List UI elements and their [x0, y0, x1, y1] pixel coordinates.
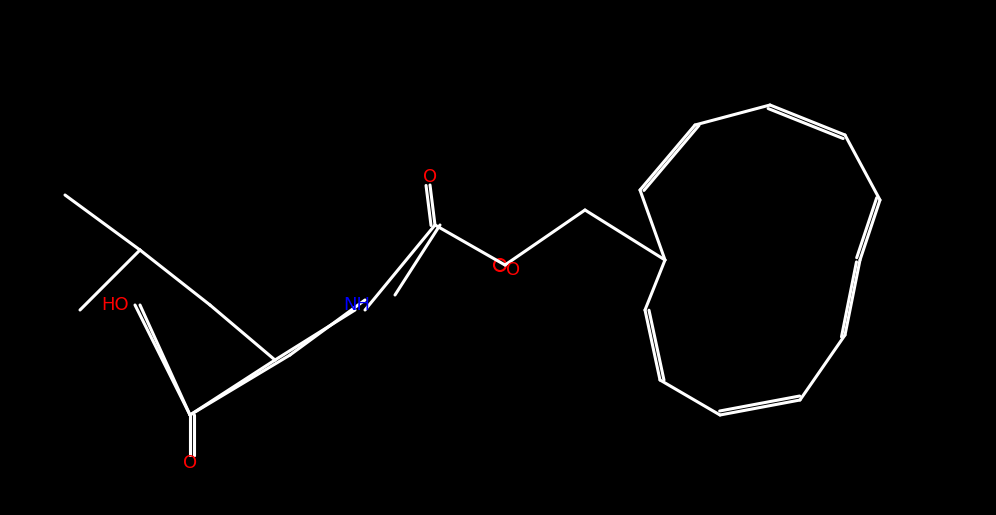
Text: HO: HO [102, 296, 128, 314]
Text: O: O [183, 454, 197, 472]
Text: O: O [506, 261, 520, 279]
Text: NH: NH [344, 296, 371, 314]
Text: O: O [423, 168, 437, 186]
